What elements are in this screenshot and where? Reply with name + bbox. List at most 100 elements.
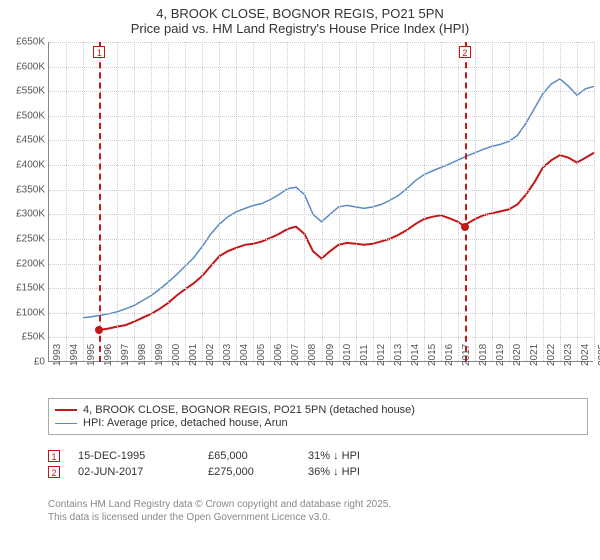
footer-line-1: Contains HM Land Registry data © Crown c…	[48, 498, 391, 511]
gridline-v	[151, 42, 152, 361]
marker-line	[99, 42, 101, 362]
price-point	[461, 223, 469, 231]
gridline-v	[253, 42, 254, 361]
x-axis-label: 2003	[222, 344, 233, 366]
x-axis-label: 2022	[546, 344, 557, 366]
legend: 4, BROOK CLOSE, BOGNOR REGIS, PO21 5PN (…	[48, 398, 588, 435]
x-axis-label: 2009	[325, 344, 336, 366]
x-axis-label: 2011	[359, 344, 370, 366]
gridline-v	[339, 42, 340, 361]
x-axis-label: 2020	[512, 344, 523, 366]
gridline-v	[356, 42, 357, 361]
x-axis-label: 2017	[461, 344, 472, 366]
gridline-v	[424, 42, 425, 361]
x-axis-label: 1999	[154, 344, 165, 366]
marker-line	[465, 42, 467, 362]
gridline-v	[594, 42, 595, 361]
legend-swatch-hpi	[55, 423, 77, 424]
gridline-v	[509, 42, 510, 361]
gridline-v	[66, 42, 67, 361]
x-axis-label: 2013	[393, 344, 404, 366]
price-paid-line	[99, 153, 594, 330]
marker-label: 1	[93, 46, 105, 58]
chart-title: 4, BROOK CLOSE, BOGNOR REGIS, PO21 5PN P…	[0, 0, 600, 38]
legend-swatch-price	[55, 409, 77, 411]
legend-label-price: 4, BROOK CLOSE, BOGNOR REGIS, PO21 5PN (…	[83, 404, 415, 416]
x-axis-label: 2024	[580, 344, 591, 366]
tx-date: 15-DEC-1995	[78, 450, 208, 462]
title-line-2: Price paid vs. HM Land Registry's House …	[0, 21, 600, 36]
gridline-v	[543, 42, 544, 361]
gridline-v	[219, 42, 220, 361]
x-axis-label: 2006	[273, 344, 284, 366]
transaction-row: 1 15-DEC-1995£65,00031% ↓ HPI	[48, 450, 448, 462]
x-axis-label: 2019	[495, 344, 506, 366]
gridline-v	[287, 42, 288, 361]
gridline-v	[168, 42, 169, 361]
gridline-v	[304, 42, 305, 361]
y-axis-label: £650K	[16, 37, 45, 48]
transactions-table: 115-DEC-1995£65,00031% ↓ HPI202-JUN-2017…	[48, 446, 448, 482]
y-axis-label: £200K	[16, 258, 45, 269]
legend-label-hpi: HPI: Average price, detached house, Arun	[83, 417, 288, 429]
tx-price: £65,000	[208, 450, 308, 462]
price-point	[95, 326, 103, 334]
y-axis-label: £100K	[16, 307, 45, 318]
y-axis-label: £500K	[16, 110, 45, 121]
legend-item-hpi: HPI: Average price, detached house, Arun	[55, 417, 581, 429]
legend-item-price: 4, BROOK CLOSE, BOGNOR REGIS, PO21 5PN (…	[55, 404, 581, 416]
footer: Contains HM Land Registry data © Crown c…	[48, 498, 391, 524]
gridline-v	[526, 42, 527, 361]
y-axis-label: £400K	[16, 160, 45, 171]
x-axis-label: 1994	[69, 344, 80, 366]
footer-line-2: This data is licensed under the Open Gov…	[48, 511, 391, 524]
plot-area: 12	[48, 42, 593, 362]
x-axis-label: 2001	[188, 344, 199, 366]
marker-label: 2	[459, 46, 471, 58]
x-axis-label: 1993	[52, 344, 63, 366]
tx-price: £275,000	[208, 466, 308, 478]
x-axis-label: 2000	[171, 344, 182, 366]
y-axis-label: £450K	[16, 135, 45, 146]
gridline-v	[458, 42, 459, 361]
x-axis-label: 2023	[563, 344, 574, 366]
x-axis-label: 2005	[256, 344, 267, 366]
x-axis-label: 2012	[376, 344, 387, 366]
x-axis-label: 1995	[86, 344, 97, 366]
x-axis-label: 2010	[342, 344, 353, 366]
tx-diff: 31% ↓ HPI	[308, 450, 448, 462]
gridline-v	[373, 42, 374, 361]
gridline-v	[322, 42, 323, 361]
y-axis-label: £300K	[16, 209, 45, 220]
x-axis-label: 1997	[120, 344, 131, 366]
y-axis-label: £150K	[16, 283, 45, 294]
x-axis-label: 2021	[529, 344, 540, 366]
x-axis-label: 2004	[239, 344, 250, 366]
x-axis-label: 2002	[205, 344, 216, 366]
x-axis-label: 2015	[427, 344, 438, 366]
x-axis-label: 2014	[410, 344, 421, 366]
gridline-v	[441, 42, 442, 361]
gridline-v	[185, 42, 186, 361]
y-axis-label: £250K	[16, 233, 45, 244]
gridline-v	[134, 42, 135, 361]
gridline-v	[117, 42, 118, 361]
tx-date: 02-JUN-2017	[78, 466, 208, 478]
y-axis-label: £550K	[16, 86, 45, 97]
title-line-1: 4, BROOK CLOSE, BOGNOR REGIS, PO21 5PN	[0, 6, 600, 21]
x-axis-label: 2018	[478, 344, 489, 366]
y-axis-label: £350K	[16, 184, 45, 195]
x-axis-label: 2008	[307, 344, 318, 366]
gridline-v	[270, 42, 271, 361]
tx-marker: 1	[48, 450, 60, 462]
gridline-v	[492, 42, 493, 361]
x-axis-label: 1996	[103, 344, 114, 366]
x-axis-label: 2016	[444, 344, 455, 366]
gridline-v	[475, 42, 476, 361]
gridline-v	[407, 42, 408, 361]
tx-diff: 36% ↓ HPI	[308, 466, 448, 478]
x-axis-label: 2007	[290, 344, 301, 366]
gridline-v	[236, 42, 237, 361]
gridline-v	[83, 42, 84, 361]
gridline-v	[577, 42, 578, 361]
